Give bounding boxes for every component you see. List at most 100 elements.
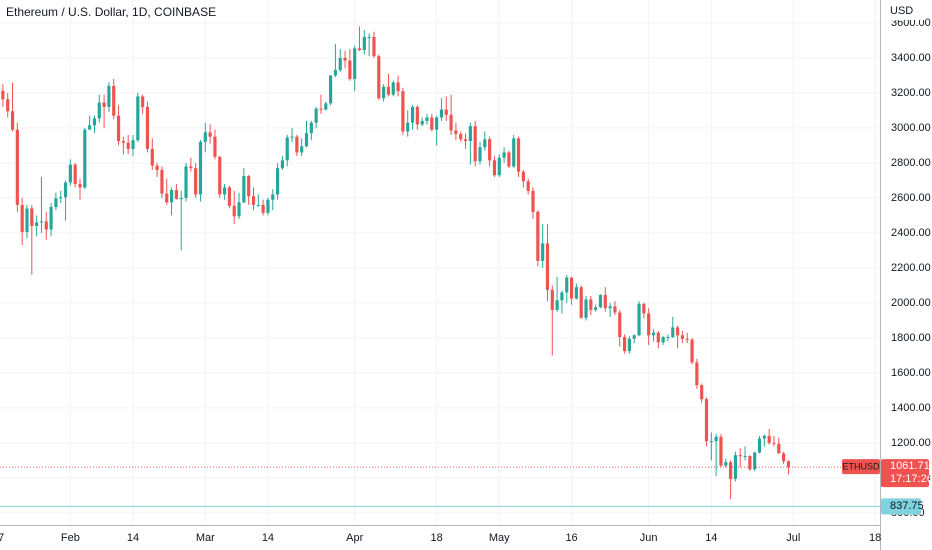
candle-body [276, 168, 280, 195]
x-tick-label: Jun [640, 532, 658, 544]
x-tick-label: 14 [262, 532, 274, 544]
candle-body [49, 207, 53, 230]
candle-body [59, 197, 63, 199]
price-label: 1061.71 [890, 460, 930, 472]
candle-body [145, 106, 150, 149]
level-label: 837.75 [890, 500, 924, 512]
candle-body [121, 141, 125, 143]
candle-body [290, 136, 294, 138]
candle-body [208, 132, 212, 137]
candle-body [1, 90, 5, 100]
candle-body [338, 57, 342, 71]
candle-body [772, 442, 776, 444]
candle-body [73, 164, 77, 184]
x-tick-label: 14 [705, 532, 717, 544]
candle-body [459, 134, 463, 140]
candle-body [382, 86, 386, 99]
candle-body [126, 142, 130, 149]
candle-body [757, 438, 762, 453]
candle-body [521, 171, 525, 182]
x-tick-label: 18 [431, 532, 443, 544]
candle-body [565, 277, 569, 293]
candle-body [560, 292, 564, 301]
candle-body [492, 160, 497, 176]
candle-body [169, 190, 174, 203]
candle-body [483, 139, 487, 148]
candle-body [574, 287, 578, 299]
candle-body [343, 57, 347, 61]
candle-body [512, 138, 516, 167]
candle-body [656, 332, 660, 343]
candle-body [714, 436, 718, 442]
candle-body [237, 202, 241, 217]
candle-body [406, 122, 410, 132]
candle-body [179, 197, 183, 199]
candle-body [622, 337, 627, 352]
candles [0, 26, 880, 507]
countdown-label: 17:17:26 [890, 473, 932, 485]
candle-body [598, 295, 603, 308]
candle-body [651, 332, 656, 336]
candle-body [468, 126, 472, 142]
candle-body [333, 70, 338, 76]
candle-body [131, 140, 135, 149]
candle-body [112, 85, 116, 116]
candle-body [88, 125, 92, 130]
x-tick-label: May [489, 532, 510, 544]
candle-body [92, 118, 97, 126]
x-tick-label: Feb [61, 532, 80, 544]
x-tick-label: Mar [196, 532, 215, 544]
candle-body [627, 338, 631, 352]
y-tick-label: 2400.00 [891, 227, 931, 239]
candle-body [401, 91, 405, 132]
candle-body [603, 295, 607, 309]
candle-body [695, 362, 699, 386]
candle-body [526, 181, 530, 191]
candle-body [83, 129, 87, 188]
x-tick-label: Apr [346, 532, 363, 544]
candle-body [463, 139, 468, 142]
candle-body [329, 75, 333, 104]
candle-body [449, 114, 453, 131]
candle-body [647, 313, 651, 336]
candle-body [594, 307, 598, 310]
y-tick-label: 1600.00 [891, 367, 931, 379]
candle-body [213, 136, 217, 157]
x-tick-label: 18 [869, 532, 881, 544]
candle-body [391, 82, 395, 95]
candle-body [68, 164, 72, 183]
candle-body [247, 176, 251, 197]
price-axis-panel [880, 0, 932, 550]
candle-body [35, 222, 39, 226]
candle-body [386, 86, 391, 95]
candle-body [102, 102, 106, 107]
level-tag [881, 498, 921, 515]
candle-body [30, 208, 34, 226]
candle-body [430, 117, 434, 130]
candle-body [661, 337, 665, 343]
candle-body [309, 122, 313, 134]
candle-body [203, 132, 207, 142]
candle-body [454, 130, 458, 135]
y-tick-label: 2800.00 [891, 157, 931, 169]
candle-body [550, 289, 554, 310]
candle-body [256, 204, 260, 206]
candle-body [632, 335, 636, 339]
candle-body [6, 99, 10, 112]
candle-body [242, 176, 246, 203]
candle-body [700, 385, 704, 400]
candle-body [136, 96, 140, 141]
candle-body [782, 453, 786, 462]
y-tick-label: 3000.00 [891, 122, 931, 134]
candle-body [777, 443, 781, 454]
candle-body [25, 208, 29, 233]
candle-body [743, 456, 747, 458]
x-tick-label: 17 [0, 532, 4, 544]
candle-body [222, 187, 227, 195]
candle-body [251, 196, 256, 205]
candle-body [724, 462, 728, 466]
candle-body [680, 335, 684, 339]
time-axis-panel [0, 525, 880, 550]
candle-body [704, 399, 709, 442]
y-tick-label: 2600.00 [891, 192, 931, 204]
